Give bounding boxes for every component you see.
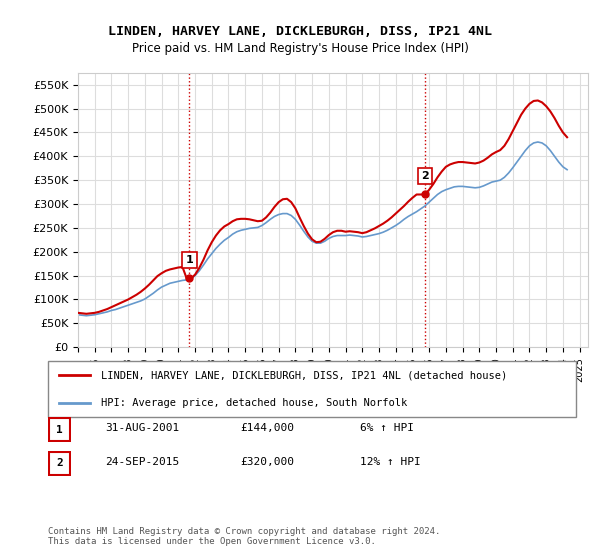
Text: 1: 1 [56,425,63,435]
Text: Contains HM Land Registry data © Crown copyright and database right 2024.
This d: Contains HM Land Registry data © Crown c… [48,526,440,546]
Text: Price paid vs. HM Land Registry's House Price Index (HPI): Price paid vs. HM Land Registry's House … [131,42,469,55]
Text: LINDEN, HARVEY LANE, DICKLEBURGH, DISS, IP21 4NL: LINDEN, HARVEY LANE, DICKLEBURGH, DISS, … [108,25,492,38]
FancyBboxPatch shape [49,452,70,475]
Text: 24-SEP-2015: 24-SEP-2015 [105,457,179,467]
Text: 2: 2 [56,459,63,468]
FancyBboxPatch shape [49,418,70,441]
Text: 6% ↑ HPI: 6% ↑ HPI [360,423,414,433]
Text: 2: 2 [421,171,429,181]
Text: 12% ↑ HPI: 12% ↑ HPI [360,457,421,467]
Text: 1: 1 [185,255,193,265]
Text: £144,000: £144,000 [240,423,294,433]
FancyBboxPatch shape [48,361,576,417]
Text: LINDEN, HARVEY LANE, DICKLEBURGH, DISS, IP21 4NL (detached house): LINDEN, HARVEY LANE, DICKLEBURGH, DISS, … [101,370,507,380]
Text: £320,000: £320,000 [240,457,294,467]
Text: 31-AUG-2001: 31-AUG-2001 [105,423,179,433]
Text: HPI: Average price, detached house, South Norfolk: HPI: Average price, detached house, Sout… [101,398,407,408]
